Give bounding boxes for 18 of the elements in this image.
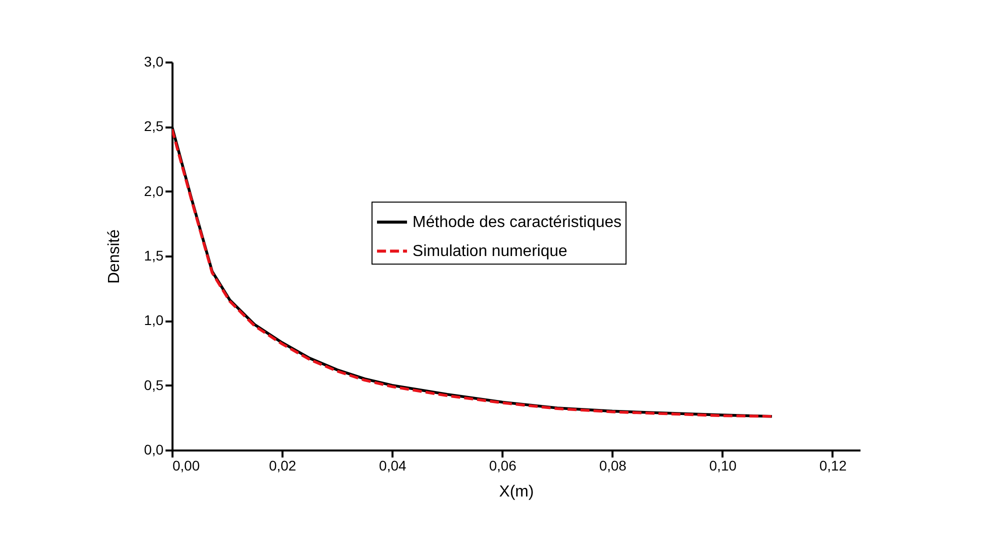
y-tick-label: 0,5 [144,376,164,393]
x-axis-title: X(m) [499,484,534,500]
y-axis-title: Densité [106,229,124,284]
y-tick-label: 3,0 [144,54,164,70]
y-tick-label: 1,5 [144,248,164,264]
x-tick-label: 0,04 [379,458,406,474]
y-tick-label: 2,0 [144,182,164,199]
x-tick-label: 0,08 [599,458,627,474]
y-tick-label: 1,0 [144,312,164,328]
legend-label: Simulation numerique [412,243,568,260]
y-tick-label: 2,5 [144,118,164,134]
y-tick-label: 0,0 [144,442,164,458]
x-tick-label: 0,12 [819,458,847,474]
legend-label: Méthode des caractéristiques [412,214,622,232]
x-tick-label: 0,06 [489,458,517,474]
x-tick-label: 0,10 [709,458,737,474]
x-tick-label: 0,00 [172,458,200,474]
x-tick-label: 0,02 [268,458,296,474]
